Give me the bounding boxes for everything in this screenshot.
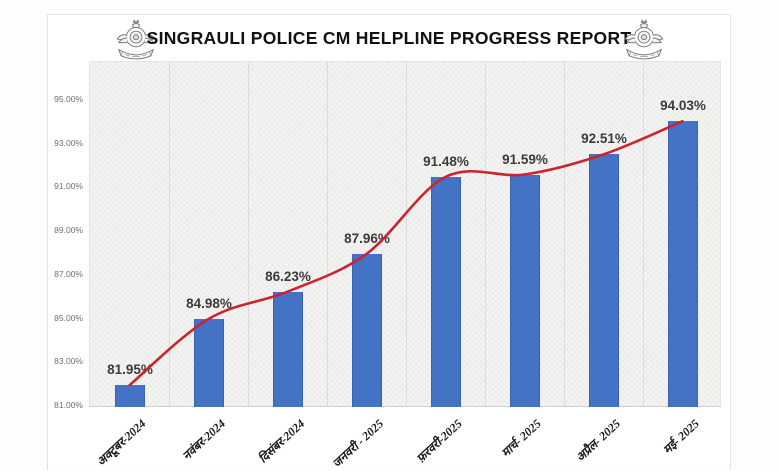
- x-axis-tick-label: मार्च- 2025: [498, 416, 544, 461]
- y-axis-tick-label: 91.00%: [54, 181, 83, 191]
- vertical-gridline: [327, 62, 328, 406]
- progress-bar: [431, 177, 461, 407]
- progress-bar: [589, 154, 619, 407]
- vertical-gridline: [485, 62, 486, 406]
- y-axis-tick-label: 85.00%: [54, 313, 83, 323]
- progress-bar: [510, 175, 540, 407]
- y-axis-tick-label: 87.00%: [54, 269, 83, 279]
- report-title: SINGRAULI POLICE CM HELPLINE PROGRESS RE…: [146, 28, 632, 48]
- progress-bar: [194, 319, 224, 407]
- vertical-gridline: [248, 62, 249, 406]
- police-emblem-right-icon: [622, 17, 666, 63]
- plot-area: 81.95% 84.98% 86.23% 87.96% 91.48% 91.59% 92.5…: [89, 61, 721, 407]
- y-axis-tick-label: 93.00%: [54, 138, 83, 148]
- vertical-gridline: [564, 62, 565, 406]
- bar-data-label: 91.48%: [423, 154, 469, 169]
- y-axis-tick-label: 83.00%: [54, 356, 83, 366]
- report-card: SINGRAULI POLICE CM HELPLINE PROGRESS RE…: [47, 14, 731, 471]
- progress-bar: [668, 121, 698, 407]
- x-axis-tick-label: दिसंबर-2024: [255, 416, 307, 466]
- bar-data-label: 92.51%: [581, 131, 627, 146]
- vertical-gridline: [643, 62, 644, 406]
- vertical-gridline: [406, 62, 407, 406]
- y-axis-tick-label: 95.00%: [54, 94, 83, 104]
- y-axis-tick-label: 89.00%: [54, 225, 83, 235]
- x-axis-tick-label: फ़रवरी-2025: [413, 416, 465, 466]
- trend-line: [128, 119, 684, 387]
- x-axis-tick-label: मई- 2025: [660, 416, 702, 457]
- progress-bar: [273, 292, 303, 407]
- vertical-gridline: [169, 62, 170, 406]
- report-header: SINGRAULI POLICE CM HELPLINE PROGRESS RE…: [48, 15, 730, 61]
- bar-data-label: 94.03%: [660, 98, 706, 113]
- progress-bar: [115, 385, 145, 407]
- x-axis-tick-label: अक्टूबर-2024: [94, 416, 149, 469]
- bar-data-label: 91.59%: [502, 152, 548, 167]
- helpline-progress-chart: 81.95% 84.98% 86.23% 87.96% 91.48% 91.59% 92.5…: [48, 15, 730, 471]
- progress-bar: [352, 254, 382, 407]
- x-axis-tick-label: अप्रैल- 2025: [573, 416, 623, 465]
- y-axis-tick-label: 81.00%: [54, 400, 83, 410]
- bar-data-label: 86.23%: [265, 269, 311, 284]
- police-emblem-left-icon: [114, 17, 158, 63]
- x-axis-tick-label: जनवरी - 2025: [329, 416, 386, 471]
- x-axis-tick-label: नवंबर-2024: [179, 416, 228, 463]
- bar-data-label: 84.98%: [186, 296, 232, 311]
